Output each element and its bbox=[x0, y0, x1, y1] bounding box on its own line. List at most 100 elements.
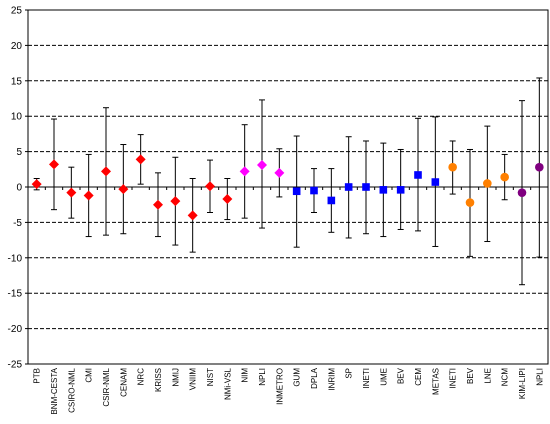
circle-marker bbox=[448, 162, 457, 172]
data-point bbox=[187, 178, 198, 253]
x-category-label: NPLI bbox=[258, 368, 267, 386]
diamond-marker bbox=[257, 160, 267, 171]
x-category-label: NIM bbox=[241, 368, 250, 383]
x-category-label: NPLI bbox=[535, 368, 544, 386]
diamond-marker bbox=[118, 184, 129, 195]
x-category-label: NMi-VSL bbox=[223, 367, 232, 400]
data-point bbox=[49, 118, 59, 211]
x-category-label: INRIM bbox=[327, 368, 336, 391]
x-category-label: LNE bbox=[483, 368, 492, 384]
square-marker bbox=[310, 186, 318, 195]
data-point bbox=[344, 136, 353, 239]
y-tick-label: -15 bbox=[8, 289, 23, 300]
x-category-label: DPLA bbox=[310, 367, 319, 389]
x-category-label: VNIIM bbox=[189, 368, 198, 391]
x-category-label: NMIJ bbox=[171, 368, 180, 387]
diamond-marker bbox=[101, 166, 111, 177]
y-tick-label: 15 bbox=[11, 76, 23, 87]
data-point bbox=[101, 107, 111, 236]
data-point bbox=[379, 142, 388, 238]
diamond-marker bbox=[239, 166, 250, 177]
diamond-marker bbox=[83, 190, 94, 201]
circle-marker bbox=[483, 179, 492, 188]
y-tick-label: 25 bbox=[11, 6, 23, 17]
data-series bbox=[31, 77, 544, 286]
y-tick-label: -25 bbox=[8, 360, 23, 371]
diamond-marker bbox=[205, 181, 215, 192]
x-category-label: BEV bbox=[397, 367, 406, 384]
data-point bbox=[135, 134, 146, 185]
x-category-label: GUM bbox=[293, 368, 302, 387]
diamond-marker bbox=[170, 196, 181, 207]
x-category-label: KRISS bbox=[154, 368, 163, 392]
diamond-marker bbox=[274, 167, 285, 178]
x-category-label: INETI bbox=[362, 368, 371, 388]
data-point bbox=[170, 156, 181, 246]
y-tick-label: -5 bbox=[13, 218, 22, 229]
square-marker bbox=[379, 186, 388, 194]
circle-marker bbox=[465, 198, 475, 207]
data-point bbox=[31, 178, 42, 191]
diamond-marker bbox=[135, 154, 146, 165]
data-point bbox=[274, 148, 285, 198]
data-point bbox=[292, 135, 301, 248]
x-category-label: INETI bbox=[449, 368, 458, 388]
y-tick-label: 10 bbox=[11, 112, 23, 123]
x-category-label: CMI bbox=[85, 368, 94, 383]
square-marker bbox=[292, 187, 301, 196]
data-point bbox=[118, 144, 129, 235]
data-point bbox=[205, 159, 215, 213]
x-category-label: NRC bbox=[137, 368, 146, 386]
data-point bbox=[83, 153, 94, 238]
data-point bbox=[448, 140, 457, 195]
x-category-label: KIM-LIPI bbox=[518, 368, 527, 399]
x-axis-labels: PTB BNM-CESTA CSIRO-NML CMI CSIR-NML CENAM NRC… bbox=[33, 367, 545, 414]
diamond-marker bbox=[187, 210, 198, 221]
data-point bbox=[66, 166, 77, 219]
data-point bbox=[500, 153, 509, 201]
x-category-label: NCM bbox=[501, 368, 510, 387]
diamond-marker bbox=[66, 187, 77, 198]
x-category-label: CSIRO-NML bbox=[67, 367, 76, 412]
data-point bbox=[396, 148, 405, 230]
diamond-marker bbox=[153, 199, 163, 210]
data-point bbox=[414, 117, 422, 232]
data-point bbox=[310, 168, 318, 213]
square-marker bbox=[327, 196, 336, 205]
y-tick-label: 0 bbox=[16, 183, 22, 194]
x-category-label: BNM-CESTA bbox=[50, 367, 59, 414]
circle-marker bbox=[517, 188, 527, 197]
x-category-label: NIST bbox=[206, 368, 215, 386]
x-category-label: PTB bbox=[33, 368, 42, 384]
x-category-label: INMETRO bbox=[275, 368, 284, 405]
square-marker bbox=[344, 183, 353, 191]
x-category-label: CEM bbox=[414, 368, 423, 386]
data-point bbox=[362, 140, 370, 235]
circle-marker bbox=[535, 162, 544, 172]
x-category-label: SP bbox=[345, 368, 354, 379]
diamond-marker bbox=[222, 194, 233, 205]
square-marker bbox=[362, 183, 370, 191]
y-tick-label: -10 bbox=[8, 253, 23, 264]
data-point bbox=[465, 148, 475, 257]
x-category-label: UME bbox=[379, 368, 388, 386]
data-point bbox=[517, 100, 527, 286]
x-category-label: METAS bbox=[431, 368, 440, 395]
y-tick-label: 5 bbox=[16, 147, 22, 158]
data-point bbox=[327, 168, 336, 233]
y-tick-label: 20 bbox=[11, 41, 23, 52]
square-marker bbox=[414, 171, 422, 179]
data-point bbox=[431, 116, 440, 247]
y-tick-label: -20 bbox=[8, 324, 23, 335]
data-point bbox=[483, 125, 492, 243]
y-axis-ticks: -25 -20 -15 -10 -5 0 5 10 15 20 25 bbox=[8, 6, 28, 371]
diamond-marker bbox=[49, 159, 59, 170]
data-point bbox=[239, 124, 250, 219]
data-point bbox=[535, 77, 544, 258]
square-marker bbox=[396, 186, 405, 194]
data-point bbox=[257, 99, 267, 229]
square-marker bbox=[431, 178, 440, 186]
x-category-label: BEV bbox=[466, 367, 475, 384]
